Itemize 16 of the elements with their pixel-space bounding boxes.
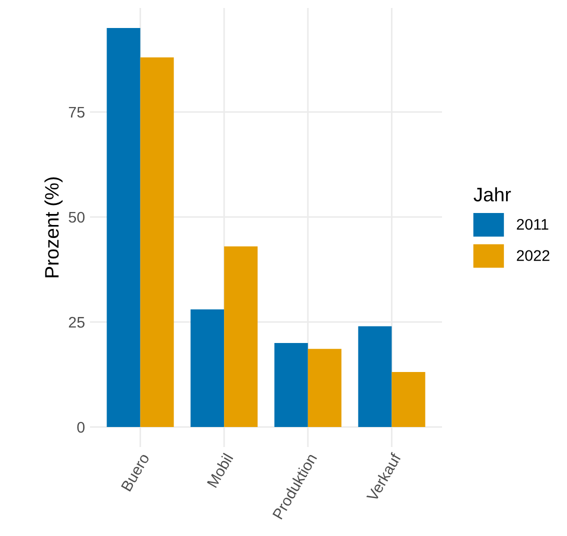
bar (224, 246, 258, 428)
legend-title: Jahr (474, 187, 511, 202)
bar (106, 28, 140, 428)
y-tick-label: 25 (68, 316, 84, 328)
y-tick-label: 0 (77, 422, 85, 433)
bar (274, 343, 308, 428)
y-axis-title: Prozent (%) (44, 177, 63, 278)
bar (392, 372, 426, 428)
y-tick-label: 75 (68, 107, 84, 118)
legend-label: 2022 (516, 250, 550, 262)
bar (140, 57, 174, 428)
bar (358, 326, 392, 428)
y-tick-label: 50 (68, 212, 85, 223)
bar (190, 309, 224, 428)
bar (308, 348, 342, 428)
legend-label: 2011 (516, 218, 548, 230)
